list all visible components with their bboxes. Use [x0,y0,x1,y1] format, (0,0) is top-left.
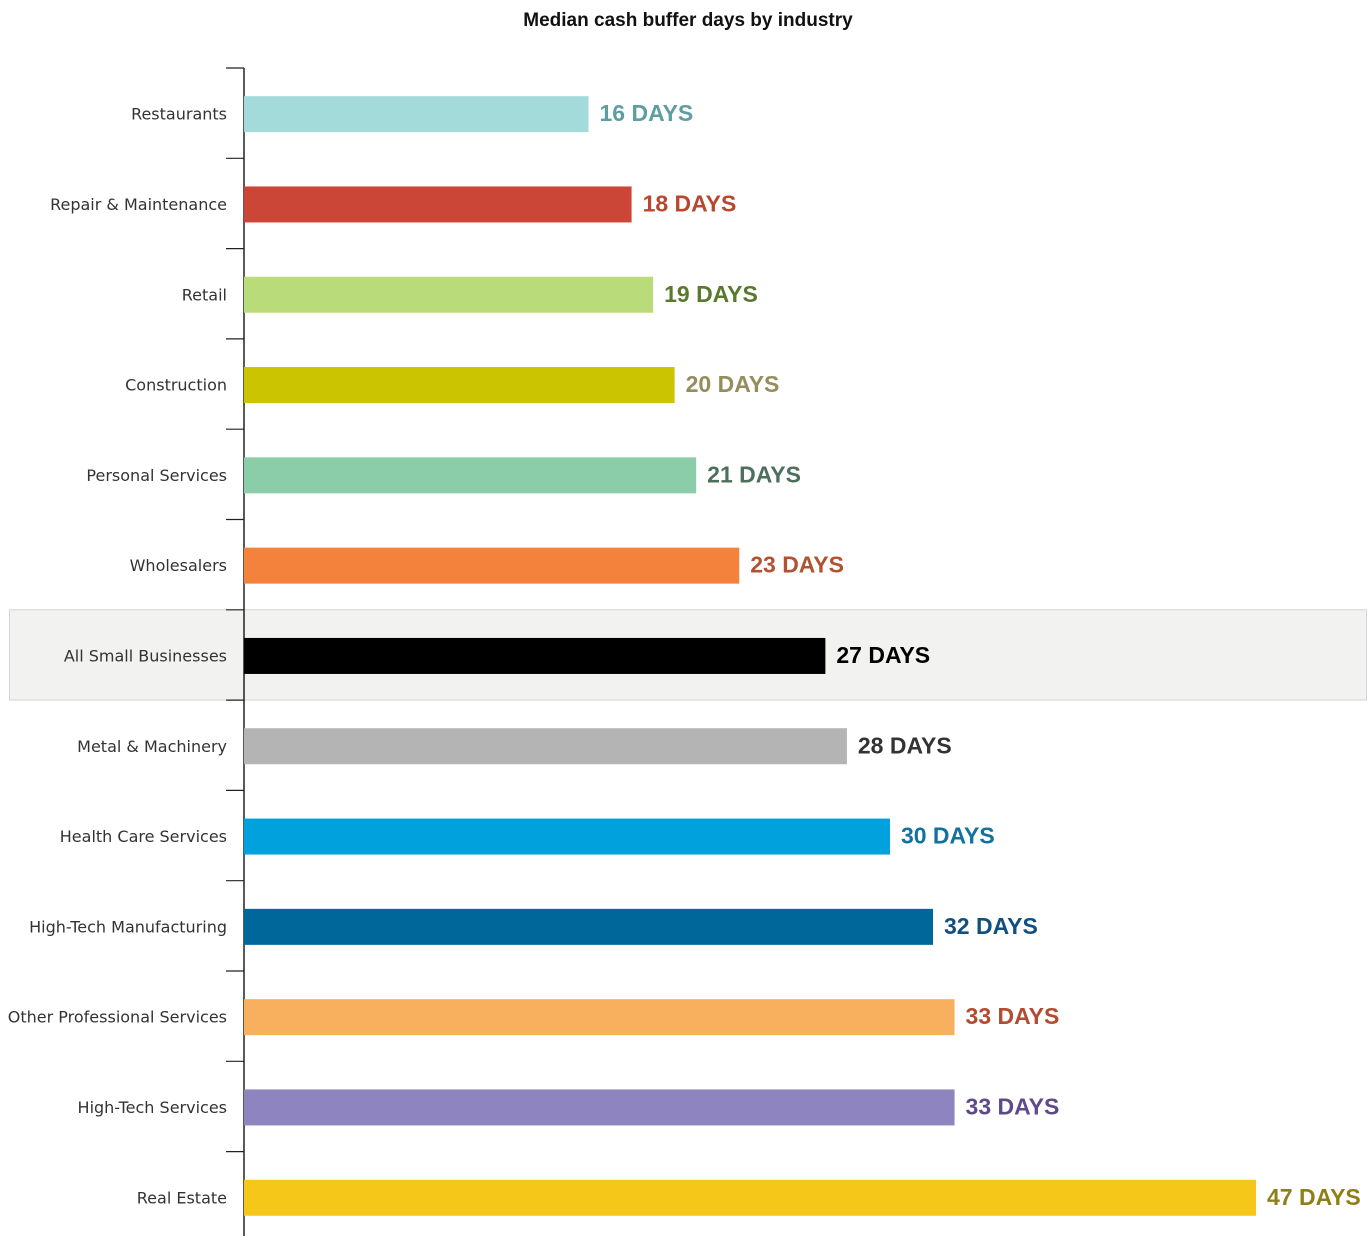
data-label: 47 DAYS [1267,1184,1361,1210]
data-label: 33 DAYS [966,1094,1060,1120]
category-label: Other Professional Services [8,1008,227,1027]
data-label: 16 DAYS [600,100,694,126]
category-label: Retail [182,285,227,304]
data-label: 32 DAYS [944,913,1038,939]
category-label: Repair & Maintenance [50,195,227,214]
bar [244,96,589,133]
category-label: Personal Services [86,466,227,485]
category-label: Real Estate [137,1188,227,1207]
bar [244,999,955,1036]
bar [244,367,675,404]
data-label: 23 DAYS [750,552,844,578]
data-label: 33 DAYS [966,1003,1060,1029]
data-label: 21 DAYS [707,461,801,487]
bar [244,276,654,313]
chart-title: Median cash buffer days by industry [523,10,853,31]
bar [244,728,847,765]
bars [244,96,1256,1216]
bar [244,457,697,494]
bar [244,1089,955,1126]
bar [244,186,632,223]
data-label: 30 DAYS [901,823,995,849]
value-labels: 16 DAYS 18 DAYS 19 DAYS 20 DAYS 21 DAYS 23 DA… [600,100,1361,1210]
category-label: High-Tech Services [78,1098,227,1117]
category-label: High-Tech Manufacturing [29,917,227,936]
bar [244,637,826,674]
data-label: 28 DAYS [858,732,952,758]
data-label: 18 DAYS [643,191,737,217]
bar [244,1179,1256,1216]
bar [244,818,890,855]
data-label: 20 DAYS [686,371,780,397]
category-label: Health Care Services [60,827,227,846]
bar [244,547,740,584]
category-label: All Small Businesses [64,646,227,665]
category-label: Metal & Machinery [77,737,227,756]
data-label: 27 DAYS [836,642,930,668]
category-label: Restaurants [131,105,227,124]
data-label: 19 DAYS [664,281,758,307]
category-labels: Restaurants Repair & Maintenance Retail Con… [8,105,227,1208]
category-label: Construction [125,376,227,395]
category-label: Wholesalers [130,556,227,575]
bar [244,908,934,945]
